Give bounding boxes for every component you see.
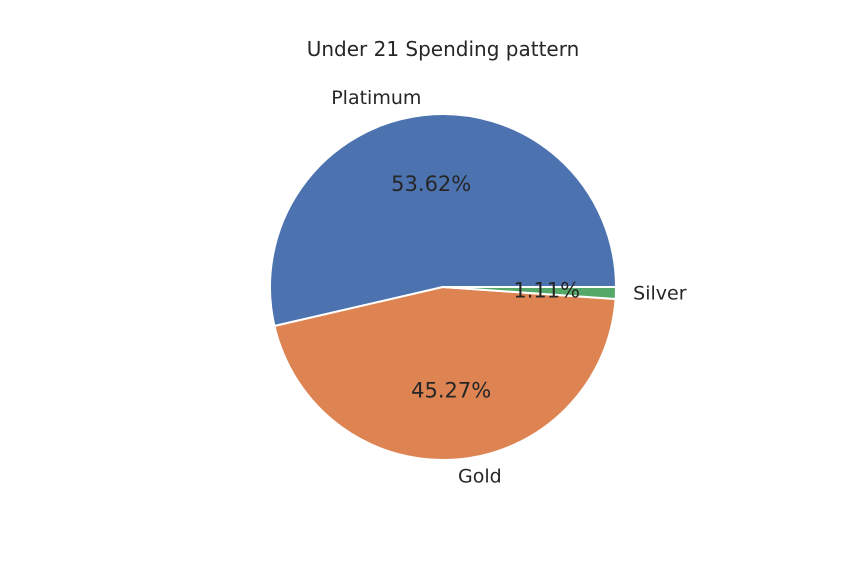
pct-label-silver: 1.11% [513, 279, 580, 303]
chart-title: Under 21 Spending pattern [307, 37, 580, 61]
pie-slice-platimum [269, 113, 617, 328]
pie-labels: 53.62% Platimum 45.27% Gold 1.11% Silver [331, 87, 687, 488]
slice-label-platimum: Platimum [331, 87, 421, 109]
pct-label-gold: 45.27% [411, 378, 491, 402]
slice-label-gold: Gold [458, 466, 502, 488]
pct-label-platimum: 53.62% [391, 172, 471, 196]
pie-slice-gold [273, 286, 617, 461]
pie-slices [269, 113, 617, 461]
pie-slice-silver [442, 286, 617, 301]
slice-label-silver: Silver [633, 283, 687, 305]
